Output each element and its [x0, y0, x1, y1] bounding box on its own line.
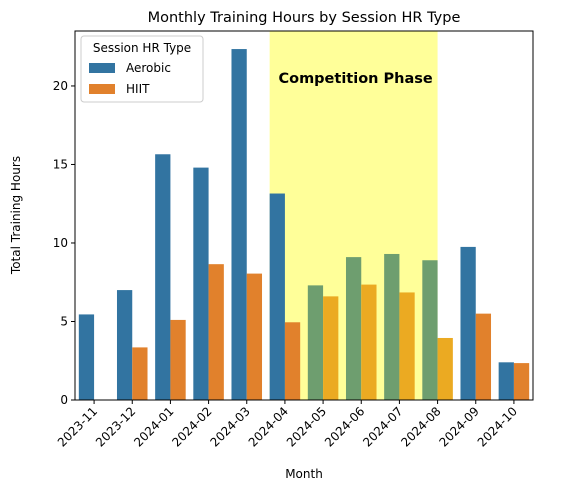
bar-aerobic-2024-01 — [155, 154, 171, 400]
bar-hiit-2024-04 — [284, 322, 301, 400]
chart-title: Monthly Training Hours by Session HR Typ… — [148, 10, 461, 26]
x-tick-label: 2024-05 — [284, 404, 329, 449]
legend-title: Session HR Type — [93, 41, 191, 55]
bar-aerobic-2024-03 — [231, 49, 247, 401]
bar-hiit-2024-01 — [170, 319, 186, 400]
bar-hiit-2024-10 — [513, 363, 530, 400]
x-tick-label: 2024-07 — [360, 404, 405, 449]
x-tick-label: 2024-08 — [398, 404, 443, 449]
y-tick-label: 10 — [53, 236, 68, 250]
x-tick-label: 2024-01 — [131, 404, 176, 449]
bar-aerobic-2024-06 — [345, 257, 362, 400]
x-tick-label: 2024-10 — [475, 404, 520, 449]
legend-swatch-aerobic — [89, 63, 115, 73]
x-axis-title: Month — [285, 467, 323, 481]
axes-frame — [74, 30, 534, 401]
y-tick-label: 0 — [60, 393, 68, 407]
x-tick-label: 2024-06 — [322, 404, 367, 449]
bar-hiit-2024-08 — [437, 337, 453, 400]
bar-aerobic-2023-12 — [116, 290, 133, 400]
bar-hiit-2024-02 — [208, 264, 224, 400]
bar-aerobic-2023-11 — [78, 314, 95, 400]
y-tick-label: 20 — [53, 79, 68, 93]
x-tick-label: 2023-12 — [93, 404, 138, 449]
plot-area: Competition Phase051015202023-112023-122… — [53, 30, 534, 450]
bar-hiit-2024-06 — [361, 284, 377, 400]
bar-hiit-2024-05 — [323, 296, 339, 400]
y-tick-label: 15 — [53, 157, 68, 171]
bar-aerobic-2024-05 — [307, 285, 324, 400]
x-tick-label: 2023-11 — [55, 404, 100, 449]
x-tick-label: 2024-02 — [169, 404, 214, 449]
bar-hiit-2023-12 — [132, 347, 148, 400]
bar-aerobic-2024-10 — [498, 362, 514, 400]
y-axis-title: Total Training Hours — [9, 156, 23, 275]
bar-aerobic-2024-08 — [422, 260, 438, 400]
y-tick-label: 5 — [60, 314, 68, 328]
bar-aerobic-2024-04 — [269, 193, 285, 400]
highlight-label: Competition Phase — [278, 71, 432, 87]
legend-label-hiit: HIIT — [126, 82, 150, 96]
legend-label-aerobic: Aerobic — [126, 61, 171, 75]
bar-hiit-2024-07 — [399, 292, 415, 400]
bar-hiit-2024-03 — [246, 273, 263, 400]
x-tick-label: 2024-04 — [246, 404, 291, 449]
legend-swatch-hiit — [89, 84, 115, 94]
bar-aerobic-2024-07 — [384, 253, 400, 400]
x-tick-label: 2024-09 — [437, 404, 482, 449]
x-tick-label: 2024-03 — [208, 404, 253, 449]
bar-aerobic-2024-02 — [193, 167, 209, 400]
bar-aerobic-2024-09 — [460, 246, 476, 400]
bar-hiit-2024-09 — [475, 313, 492, 400]
